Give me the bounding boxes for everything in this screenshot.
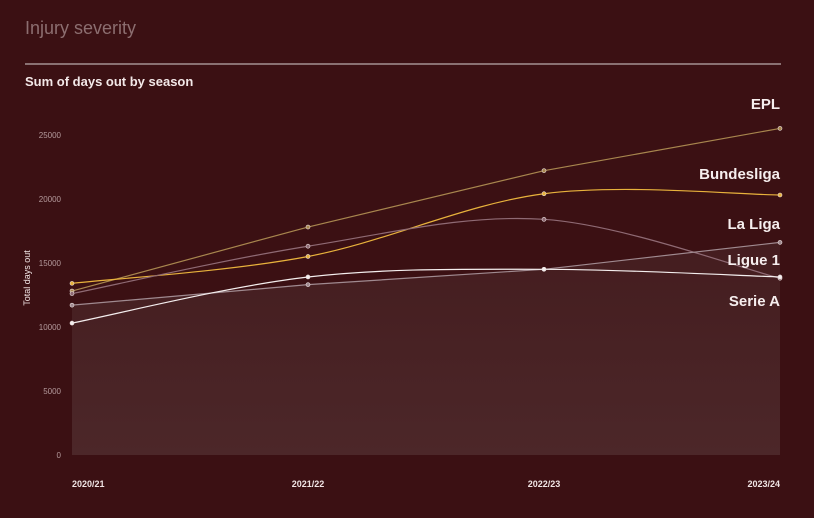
- data-point: [777, 126, 783, 131]
- x-tick-label: 2021/22: [292, 479, 325, 489]
- series-label: EPL: [751, 96, 780, 113]
- series-line-serie-a: [71, 268, 781, 324]
- y-tick-label: 15000: [39, 259, 62, 268]
- data-point: [69, 281, 75, 286]
- data-point: [541, 191, 547, 197]
- x-tick-label: 2022/23: [528, 479, 561, 489]
- chart-subtitle: Sum of days out by season: [25, 74, 194, 89]
- data-point: [541, 168, 547, 173]
- data-point: [305, 254, 311, 259]
- title-divider: [25, 63, 781, 65]
- series-line-la-liga: [71, 217, 781, 295]
- page-title: Injury severity: [25, 18, 137, 38]
- series-label: Ligue 1: [727, 252, 780, 269]
- data-point: [541, 266, 547, 272]
- series-line-ligue-1: [71, 241, 781, 306]
- plot-area: [72, 242, 780, 455]
- data-point: [305, 274, 311, 280]
- data-point: [305, 282, 311, 287]
- series-line-bundesliga: [71, 188, 781, 284]
- y-axis-label: Total days out: [22, 250, 32, 306]
- data-point: [777, 240, 783, 245]
- series-label: Serie A: [729, 293, 780, 310]
- y-tick-label: 10000: [39, 323, 62, 332]
- x-tick-label: 2020/21: [72, 479, 105, 489]
- series-points: [69, 126, 783, 326]
- x-axis-ticks: 2020/21 2021/22 2022/23 2023/24: [72, 479, 780, 489]
- data-point: [69, 302, 75, 308]
- data-point: [305, 243, 311, 249]
- x-tick-label: 2023/24: [747, 479, 780, 489]
- y-tick-label: 25000: [39, 131, 62, 140]
- series-label: Bundesliga: [699, 166, 781, 183]
- data-point: [305, 224, 311, 230]
- series-label: La Liga: [727, 216, 780, 233]
- data-point: [69, 320, 75, 326]
- y-tick-label: 0: [57, 451, 62, 460]
- series-labels: EPL Bundesliga La Liga Ligue 1 Serie A: [699, 96, 781, 310]
- y-tick-label: 20000: [39, 195, 62, 204]
- data-point: [777, 274, 783, 280]
- data-point: [541, 217, 547, 222]
- series-line-epl: [71, 127, 781, 292]
- series-lines: [71, 127, 781, 324]
- data-point: [777, 192, 783, 198]
- y-axis-ticks: 0 5000 10000 15000 20000 25000: [39, 131, 62, 460]
- y-tick-label: 5000: [43, 387, 61, 396]
- area-fill: [72, 242, 780, 455]
- data-point: [69, 291, 75, 296]
